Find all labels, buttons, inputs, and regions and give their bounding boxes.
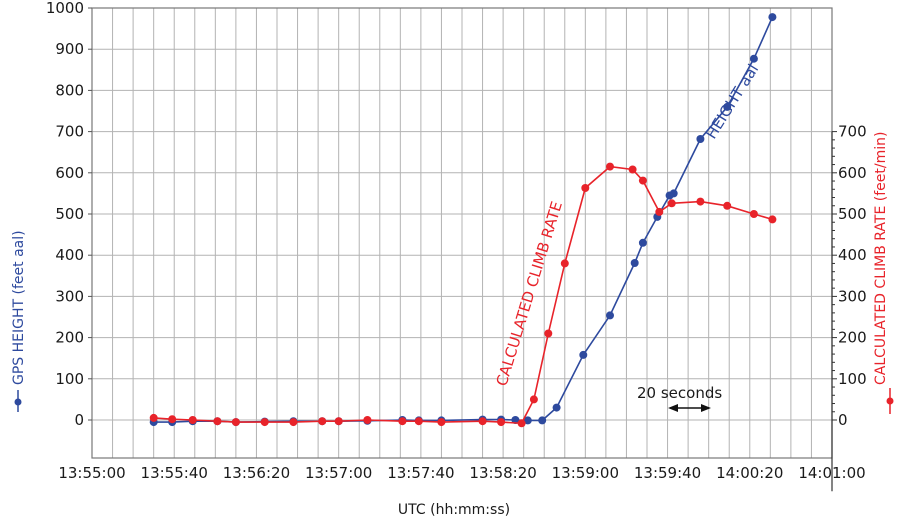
climb-rate-point xyxy=(529,395,538,404)
grid xyxy=(92,8,832,458)
x-tick-label: 14:01:00 xyxy=(798,464,865,482)
climb-rate-point xyxy=(289,418,298,427)
climb-rate-point xyxy=(560,259,569,268)
climb-rate-point xyxy=(768,215,777,224)
climb-rate-point xyxy=(544,329,553,338)
x-tick-label: 14:00:20 xyxy=(716,464,783,482)
right-legend-marker xyxy=(886,397,894,405)
climb-rate-point xyxy=(414,417,423,426)
climb-rate-annotation: CALCULATED CLIMB RATE xyxy=(493,199,566,388)
x-tick-label: 13:55:40 xyxy=(141,464,208,482)
right-axis-title-group: CALCULATED CLIMB RATE (feet/min) xyxy=(873,132,894,414)
climb-rate-point xyxy=(363,416,372,424)
x-tick-label: 13:59:00 xyxy=(552,464,619,482)
climb-rate-point xyxy=(437,418,446,427)
climb-rate-point xyxy=(667,199,676,208)
climb-rate-point xyxy=(168,415,177,424)
left-y-tick-label: 600 xyxy=(55,164,84,182)
height-point xyxy=(723,102,732,111)
height-point xyxy=(630,259,639,267)
climb-rate-point xyxy=(655,207,664,216)
scale-annotation: 20 seconds xyxy=(637,384,722,402)
height-point xyxy=(523,416,532,425)
climb-rate-point xyxy=(696,197,705,206)
right-y-tick-label: 500 xyxy=(838,205,867,223)
left-y-tick-label: 500 xyxy=(55,205,84,223)
right-y-tick-label: 200 xyxy=(838,329,867,347)
height-annotation: HEIGHT aal xyxy=(702,61,762,142)
climb-rate-point xyxy=(213,417,222,426)
climb-rate-point xyxy=(749,210,758,218)
climb-rate-point xyxy=(318,417,327,426)
height-point xyxy=(768,13,777,22)
left-y-tick-label: 400 xyxy=(55,246,84,264)
right-y-tick-label: 300 xyxy=(838,287,867,305)
scale-arrow xyxy=(668,404,711,412)
left-y-tick-label: 300 xyxy=(55,287,84,305)
climb-rate-point xyxy=(260,418,269,427)
x-tick-label: 13:58:20 xyxy=(469,464,536,482)
climb-rate-point xyxy=(231,418,240,427)
x-axis-title: UTC (hh:mm:ss) xyxy=(398,502,510,518)
x-tick-label: 13:59:40 xyxy=(634,464,701,482)
climb-rate-point xyxy=(581,184,590,192)
left-y-tick-label: 800 xyxy=(55,81,84,99)
climb-rate-point xyxy=(517,419,526,428)
left-y-tick-label: 100 xyxy=(55,370,84,388)
height-point xyxy=(696,135,705,143)
right-y-tick-label: 100 xyxy=(838,370,867,388)
climb-rate-point xyxy=(478,417,487,426)
left-y-tick-label: 900 xyxy=(55,40,84,58)
x-tick-label: 13:56:20 xyxy=(223,464,290,482)
climb-rate-point xyxy=(398,417,407,426)
climb-rate-point xyxy=(497,418,506,427)
right-axis-title: CALCULATED CLIMB RATE (feet/min) xyxy=(873,132,889,385)
climb-rate-point xyxy=(628,165,637,174)
height-point xyxy=(606,311,614,320)
height-point xyxy=(579,350,588,359)
right-y-tick-label: 700 xyxy=(838,123,867,141)
left-y-tick-label: 1000 xyxy=(46,0,84,17)
right-y-tick-label: 0 xyxy=(838,411,848,429)
climb-rate-point xyxy=(723,201,732,210)
climb-rate-point xyxy=(606,162,614,171)
x-tick-label: 13:57:40 xyxy=(387,464,454,482)
left-y-tick-label: 700 xyxy=(55,123,84,141)
x-tick-label: 13:55:00 xyxy=(58,464,125,482)
height-point xyxy=(511,416,520,424)
right-y-tick-label: 600 xyxy=(838,164,867,182)
climb-rate-point xyxy=(638,176,647,185)
left-axis-title: GPS HEIGHT (feet aal) xyxy=(11,230,27,385)
left-y-tick-label: 0 xyxy=(74,411,84,429)
climb-rate-point xyxy=(188,416,197,424)
height-point xyxy=(552,403,561,412)
height-point xyxy=(749,54,758,63)
x-ticks: 13:55:00 13:55:40 13:56:20 13:57:00 13:57:40… xyxy=(58,464,865,482)
right-y-ticks: 700 600 500 400 300 200 100 0 xyxy=(831,123,867,492)
height-point xyxy=(538,416,547,425)
height-point xyxy=(669,189,678,198)
left-y-tick-label: 200 xyxy=(55,329,84,347)
height-point xyxy=(638,238,647,247)
left-axis-title-group: GPS HEIGHT (feet aal) xyxy=(11,230,27,412)
climb-rate-point xyxy=(149,413,158,422)
x-tick-label: 13:57:00 xyxy=(305,464,372,482)
climb-rate-point xyxy=(334,417,343,426)
right-y-tick-label: 400 xyxy=(838,246,867,264)
series-layer xyxy=(149,13,777,428)
left-legend-marker xyxy=(14,398,22,406)
height-series-line xyxy=(153,16,774,423)
